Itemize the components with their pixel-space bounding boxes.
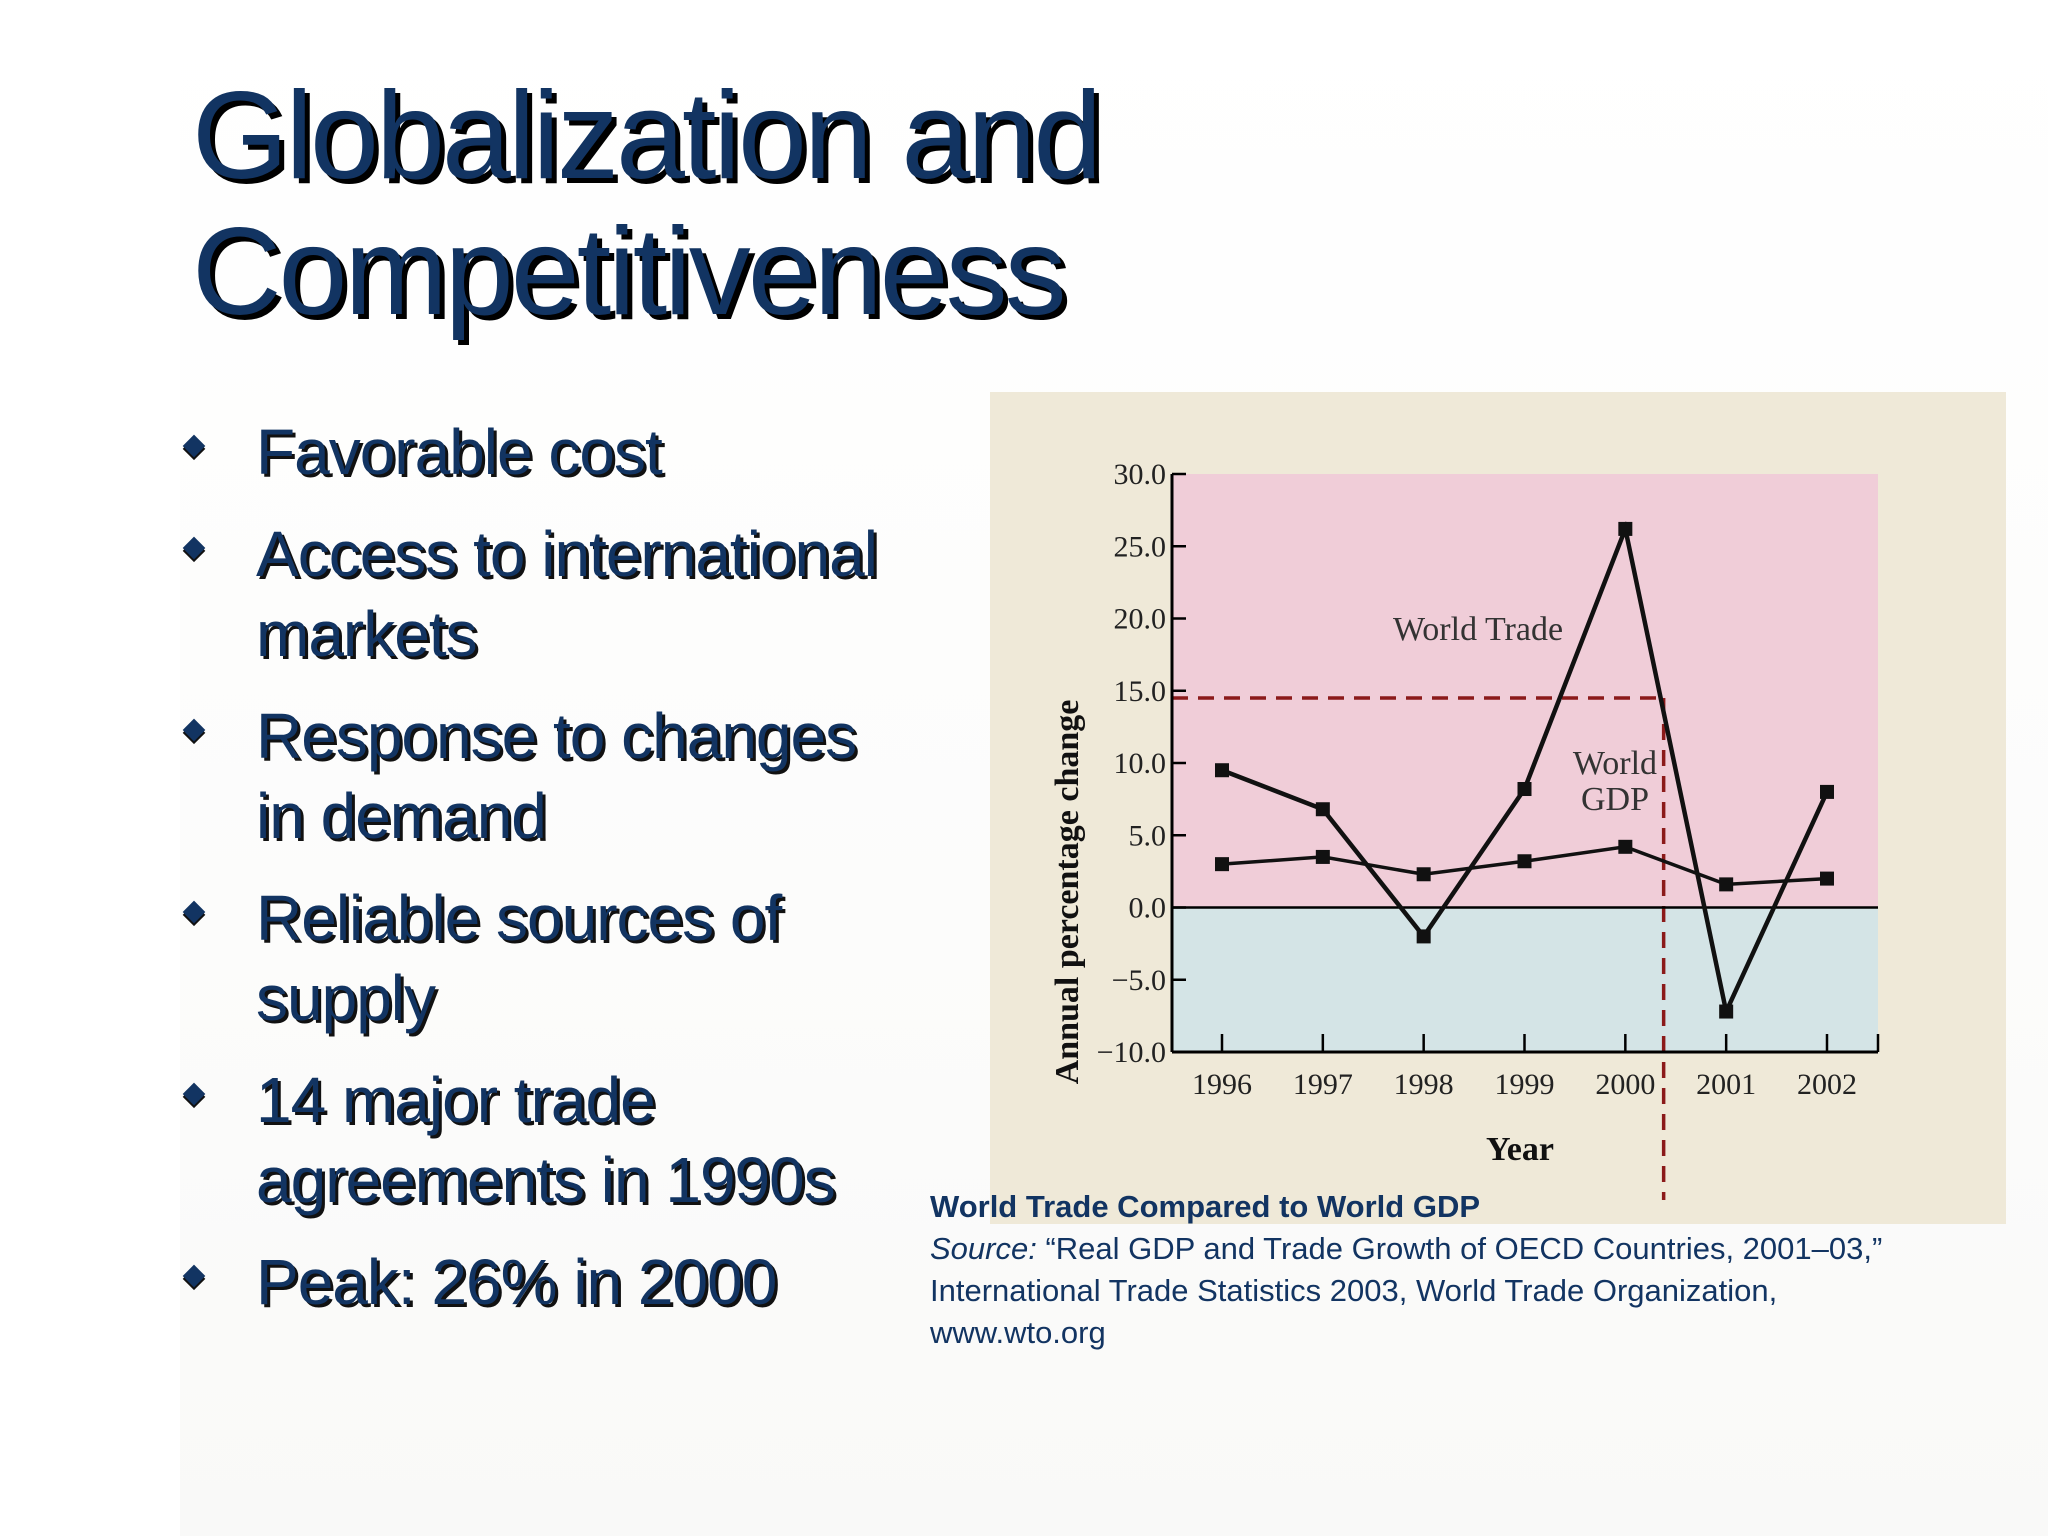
data-point-world-trade	[1416, 929, 1431, 944]
data-point-world-trade	[1618, 521, 1633, 536]
bullet-text-continued: in demand	[256, 780, 547, 852]
bullet-text-continued: markets	[256, 598, 478, 670]
line-chart: 30.0 25.0 20.0 15.0 10.0 5.0 0.0 −5.0 −10.0 1996…	[1049, 458, 1880, 1200]
x-axis-title: Year	[1486, 1131, 1554, 1168]
title-line-2: Competitiveness	[192, 203, 1067, 341]
x-tick-label: 1997	[1293, 1068, 1353, 1101]
y-ticks: 30.0 25.0 20.0 15.0 10.0 5.0 0.0 −5.0 −10.0	[1097, 458, 1186, 1069]
data-point-world-trade	[1719, 1004, 1734, 1019]
reference-dashed-line-group	[1172, 696, 1666, 1200]
bullet-text: Peak: 26% in 2000	[256, 1246, 777, 1318]
data-point-world-trade	[1517, 782, 1532, 797]
source-text: “Real GDP and Trade Growth of OECD Count…	[930, 1231, 1883, 1350]
bullet-item: 14 major trade agreements in 1990s	[180, 1060, 960, 1220]
data-point-world-trade	[1315, 802, 1330, 817]
x-tick-label: 2001	[1696, 1068, 1756, 1101]
data-point-world-trade	[1215, 763, 1229, 778]
y-tick-label: −5.0	[1112, 964, 1166, 997]
data-point-world-gdp	[1416, 867, 1431, 882]
bullet-item: Access to international markets	[180, 514, 960, 674]
y-tick-label: 0.0	[1129, 892, 1167, 925]
data-point-world-trade	[1820, 784, 1834, 799]
positive-region	[1172, 474, 1878, 908]
series-group	[1215, 521, 1834, 1019]
x-tick-label: 1996	[1192, 1068, 1252, 1101]
diamond-bullet-icon	[182, 1264, 206, 1288]
data-point-world-gdp	[1517, 854, 1532, 869]
y-tick-label: 30.0	[1114, 458, 1167, 491]
series-label-world-gdp-line1: World	[1573, 745, 1657, 782]
y-tick-label: 25.0	[1114, 530, 1167, 563]
data-point-world-gdp	[1215, 857, 1229, 872]
x-ticks: 1996 1997 1998 1999 2000 2001 2002	[1192, 1034, 1880, 1101]
x-tick-label: 2000	[1595, 1068, 1655, 1101]
bullet-text: Access to international	[256, 518, 878, 590]
diamond-bullet-icon	[182, 900, 206, 924]
figure-caption: World Trade Compared to World GDP Source…	[930, 1186, 1950, 1354]
bullet-text: 14 major trade	[256, 1064, 656, 1136]
x-tick-label: 1999	[1495, 1068, 1555, 1101]
diamond-bullet-icon	[182, 434, 206, 458]
y-tick-label: 5.0	[1129, 819, 1167, 852]
series-label-world-gdp-line2: GDP	[1581, 781, 1649, 818]
bullet-item: Peak: 26% in 2000	[180, 1242, 960, 1322]
bullet-text: Favorable cost	[256, 416, 663, 488]
bullet-text: Response to changes	[256, 700, 857, 772]
title-line-1: Globalization and	[192, 67, 1102, 205]
x-tick-label: 1998	[1394, 1068, 1454, 1101]
y-tick-label: 20.0	[1114, 603, 1167, 636]
bullet-item: Reliable sources of supply	[180, 878, 960, 1038]
negative-region	[1172, 907, 1878, 1052]
diamond-bullet-icon	[182, 536, 206, 560]
x-tick-label: 2002	[1797, 1068, 1857, 1101]
bullet-text-continued: agreements in 1990s	[256, 1144, 836, 1216]
data-point-world-gdp	[1315, 849, 1330, 864]
slide-title: Globalization and Competitiveness	[192, 68, 1292, 340]
bullet-item: Favorable cost	[180, 412, 960, 492]
data-point-world-gdp	[1820, 871, 1834, 886]
diamond-bullet-icon	[182, 718, 206, 742]
bullet-list: Favorable cost Access to international ma…	[180, 412, 960, 1344]
y-tick-label: 15.0	[1114, 675, 1167, 708]
y-tick-label: −10.0	[1097, 1036, 1166, 1069]
bullet-text-continued: supply	[256, 962, 436, 1034]
y-axis-title: Annual percentage change	[1049, 700, 1086, 1085]
bullet-text: Reliable sources of	[256, 882, 782, 954]
data-point-world-gdp	[1618, 839, 1633, 854]
data-point-world-gdp	[1719, 877, 1734, 892]
caption-title: World Trade Compared to World GDP	[930, 1189, 1481, 1224]
diamond-bullet-icon	[182, 1082, 206, 1106]
chart-panel: 30.0 25.0 20.0 15.0 10.0 5.0 0.0 −5.0 −10.0 1996…	[990, 392, 2006, 1224]
series-label-world-trade: World Trade	[1393, 611, 1563, 648]
y-tick-label: 10.0	[1114, 747, 1167, 780]
bullet-item: Response to changes in demand	[180, 696, 960, 856]
source-label: Source:	[930, 1231, 1037, 1266]
